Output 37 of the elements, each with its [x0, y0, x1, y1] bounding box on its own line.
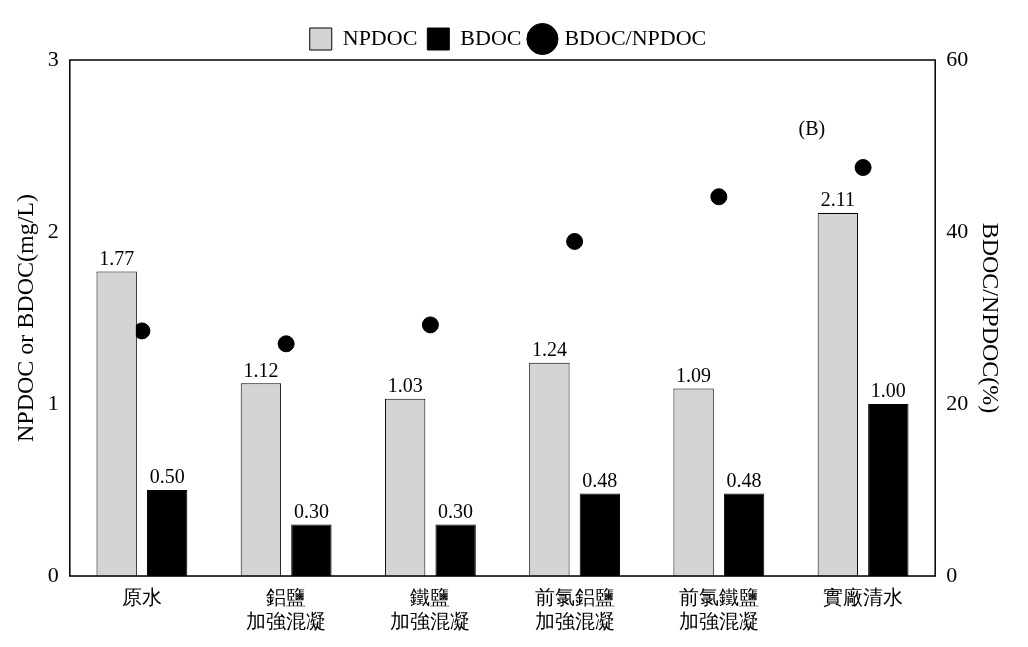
data-label: 1.03 — [387, 374, 423, 397]
y2-tick-label: 60 — [946, 45, 969, 71]
data-label: 1.24 — [531, 337, 567, 360]
data-label: 1.12 — [243, 358, 279, 381]
y-axis-title: NPDOC or BDOC(mg/L) — [11, 193, 38, 443]
y2-axis-title: BDOC/NPDOC(%) — [978, 222, 1005, 414]
legend-label: BDOC/NPDOC — [564, 24, 707, 50]
data-label: 1.00 — [870, 379, 906, 402]
y2-tick-label: 0 — [946, 561, 958, 587]
point — [854, 159, 872, 176]
y2-tick-label: 20 — [946, 389, 969, 415]
y-tick-label: 2 — [47, 217, 59, 243]
data-label: 0.48 — [726, 468, 762, 491]
data-label: 0.30 — [293, 499, 329, 522]
x-tick-label: 鋁鹽加強混凝 — [246, 586, 327, 633]
point — [710, 188, 728, 206]
point — [421, 316, 439, 334]
point — [566, 232, 584, 250]
y-tick-label: 3 — [47, 45, 59, 71]
point — [277, 335, 295, 353]
y-tick-label: 0 — [47, 561, 59, 587]
x-tick-label: 鐵鹽加強混凝 — [390, 586, 471, 633]
data-label: 1.09 — [676, 363, 712, 386]
legend-label: NPDOC — [342, 24, 418, 50]
x-tick-label: 前氯鋁鹽加強混凝 — [534, 586, 615, 633]
data-label: 0.48 — [582, 468, 618, 491]
annotation: (B) — [798, 117, 826, 141]
x-tick-label: 實廠清水 — [823, 586, 904, 609]
data-label: 0.50 — [149, 465, 185, 488]
x-tick-label: 前氯鐵鹽加強混凝 — [678, 586, 759, 633]
y2-tick-label: 40 — [946, 217, 969, 243]
data-label: 1.77 — [99, 246, 135, 269]
y-tick-label: 1 — [47, 389, 59, 415]
legend-label: BDOC — [460, 24, 522, 50]
x-tick-label: 原水 — [121, 586, 162, 609]
data-label: 0.30 — [438, 499, 474, 522]
data-label: 2.11 — [820, 188, 855, 211]
